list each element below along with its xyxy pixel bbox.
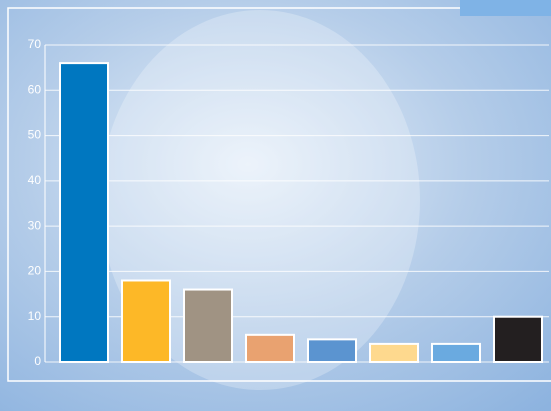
bar — [183, 288, 233, 363]
bar — [59, 62, 109, 363]
y-tick-label: 20 — [28, 264, 42, 278]
y-tick-label: 50 — [28, 128, 42, 142]
bar — [431, 342, 481, 363]
y-tick-label: 60 — [28, 82, 42, 96]
bar — [493, 315, 543, 364]
y-tick-label: 70 — [28, 37, 42, 51]
y-tick-label: 30 — [28, 218, 42, 232]
background-photo — [100, 10, 420, 390]
bar — [245, 333, 295, 364]
bar — [121, 279, 171, 363]
bar — [369, 342, 419, 363]
frame — [7, 7, 551, 382]
plot-area: 0 10 20 30 40 50 60 70 — [28, 37, 549, 368]
y-tick-label: 0 — [34, 354, 41, 368]
y-tick-label: 10 — [28, 309, 42, 323]
corner-tab — [460, 0, 551, 16]
bar — [307, 338, 357, 364]
y-tick-label: 40 — [28, 173, 42, 187]
